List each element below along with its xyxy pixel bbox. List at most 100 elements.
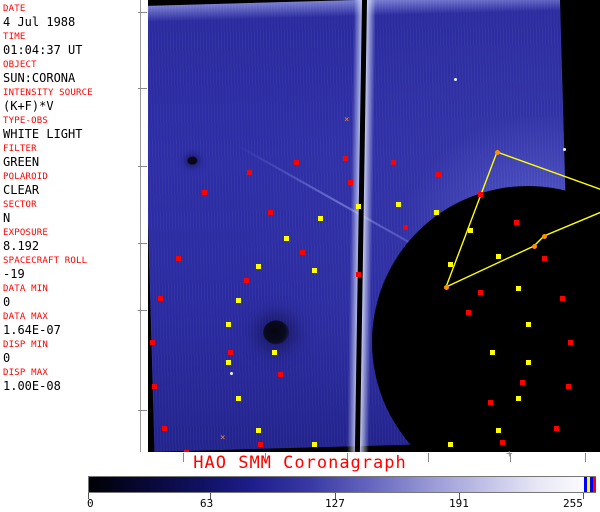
outer-ring-marker bbox=[258, 442, 263, 447]
coronagraph-image[interactable]: ××××× bbox=[148, 0, 600, 452]
inner-ring-marker bbox=[496, 254, 501, 259]
inner-ring-marker bbox=[312, 268, 317, 273]
colorbar-tick bbox=[88, 493, 89, 499]
panel-divider bbox=[140, 0, 141, 452]
colorbar[interactable] bbox=[88, 476, 596, 493]
metadata-value: 0 bbox=[3, 351, 11, 365]
outer-ring-marker bbox=[466, 310, 471, 315]
left-axis-tick bbox=[138, 410, 147, 411]
inner-ring-marker bbox=[490, 350, 495, 355]
metadata-value: N bbox=[3, 211, 11, 225]
metadata-value: 01:04:37 UT bbox=[3, 43, 83, 57]
bottom-axis-tick bbox=[265, 453, 266, 462]
inner-ring-marker bbox=[448, 262, 453, 267]
bottom-axis-tick bbox=[428, 453, 429, 462]
colorbar-band bbox=[593, 477, 596, 492]
metadata-row: DISP MIN 0 bbox=[3, 340, 140, 365]
outer-ring-marker bbox=[278, 372, 283, 377]
outer-ring-marker bbox=[391, 160, 396, 165]
inner-ring-marker bbox=[448, 442, 453, 447]
bottom-axis-tick bbox=[510, 453, 511, 462]
metadata-label: TIME bbox=[3, 32, 26, 42]
metadata-label: INTENSITY SOURCE bbox=[3, 88, 93, 98]
inner-ring-marker bbox=[236, 396, 241, 401]
polygon-vertex-marker bbox=[495, 150, 500, 155]
outer-ring-marker bbox=[348, 180, 353, 185]
metadata-row: FILTER GREEN bbox=[3, 144, 140, 169]
colorbar-tick-label: 255 bbox=[563, 497, 583, 510]
inner-ring-marker bbox=[516, 396, 521, 401]
colorbar-tick-label: 191 bbox=[449, 497, 469, 510]
metadata-row: DISP MAX 1.00E-08 bbox=[3, 368, 140, 393]
outer-ring-marker bbox=[403, 225, 408, 230]
colorbar-tick bbox=[210, 493, 211, 499]
metadata-label: DISP MIN bbox=[3, 340, 48, 350]
metadata-label: OBJECT bbox=[3, 60, 37, 70]
outer-ring-marker bbox=[343, 156, 348, 161]
metadata-label: SPACECRAFT ROLL bbox=[3, 256, 88, 266]
metadata-value: 0 bbox=[3, 295, 11, 309]
outer-ring-marker bbox=[500, 440, 505, 445]
outer-ring-marker bbox=[478, 192, 483, 197]
bottom-axis-tick bbox=[347, 453, 348, 462]
left-axis-tick bbox=[138, 310, 147, 311]
metadata-value: (K+F)*V bbox=[3, 99, 54, 113]
metadata-row: POLAROID CLEAR bbox=[3, 172, 140, 197]
metadata-row: DATA MIN 0 bbox=[3, 284, 140, 309]
colorbar-tick-label: 127 bbox=[325, 497, 345, 510]
metadata-label: FILTER bbox=[3, 144, 37, 154]
metadata-row: DATA MAX 1.64E-07 bbox=[3, 312, 140, 337]
metadata-panel: DATE 4 Jul 1988 TIME 01:04:37 UT OBJECT SUN:C… bbox=[0, 0, 140, 452]
outer-ring-marker bbox=[152, 384, 157, 389]
left-axis-tick bbox=[138, 243, 147, 244]
inner-ring-marker bbox=[256, 428, 261, 433]
metadata-value: WHITE LIGHT bbox=[3, 127, 83, 141]
colorbar-tick bbox=[335, 493, 336, 499]
inner-ring-marker bbox=[526, 322, 531, 327]
inner-ring-marker bbox=[496, 428, 501, 433]
outer-ring-marker bbox=[488, 400, 493, 405]
outer-ring-marker bbox=[300, 250, 305, 255]
x-marker: × bbox=[220, 433, 226, 443]
metadata-value: CLEAR bbox=[3, 183, 40, 197]
inner-ring-marker bbox=[226, 322, 231, 327]
outer-ring-marker bbox=[478, 290, 483, 295]
colorbar-tick-label: 63 bbox=[200, 497, 214, 510]
outer-ring-marker bbox=[356, 272, 361, 277]
inner-ring-marker bbox=[256, 264, 261, 269]
bottom-axis-tick bbox=[585, 453, 586, 462]
inner-ring-marker bbox=[434, 210, 439, 215]
left-axis-tick bbox=[138, 166, 147, 167]
metadata-label: DATA MAX bbox=[3, 312, 48, 322]
bottom-axis-cross: + bbox=[506, 447, 513, 460]
metadata-label: DATE bbox=[3, 4, 26, 14]
outer-ring-marker bbox=[514, 220, 519, 225]
inner-ring-marker bbox=[312, 442, 317, 447]
left-axis-tick bbox=[138, 88, 147, 89]
bright-speck bbox=[563, 148, 566, 151]
outer-ring-marker bbox=[162, 426, 167, 431]
outer-ring-marker bbox=[554, 426, 559, 431]
bright-speck bbox=[230, 372, 233, 375]
metadata-label: EXPOSURE bbox=[3, 228, 48, 238]
outer-ring-marker bbox=[566, 384, 571, 389]
colorbar-tick-label: 0 bbox=[87, 497, 94, 510]
metadata-value: 1.64E-07 bbox=[3, 323, 61, 337]
outer-ring-marker bbox=[542, 256, 547, 261]
metadata-row: TIME 01:04:37 UT bbox=[3, 32, 140, 57]
outer-ring-marker bbox=[228, 350, 233, 355]
outer-ring-marker bbox=[294, 160, 299, 165]
metadata-row: SPACECRAFT ROLL -19 bbox=[3, 256, 140, 281]
outer-ring-marker bbox=[176, 256, 181, 261]
metadata-label: DISP MAX bbox=[3, 368, 48, 378]
polygon-vertex-marker bbox=[444, 285, 449, 290]
inner-ring-marker bbox=[468, 228, 473, 233]
outer-ring-marker bbox=[158, 296, 163, 301]
outer-ring-marker bbox=[247, 170, 252, 175]
inner-ring-marker bbox=[396, 202, 401, 207]
outer-ring-marker bbox=[436, 172, 441, 177]
metadata-label: DATA MIN bbox=[3, 284, 48, 294]
outer-ring-marker bbox=[268, 210, 273, 215]
metadata-value: 8.192 bbox=[3, 239, 40, 253]
